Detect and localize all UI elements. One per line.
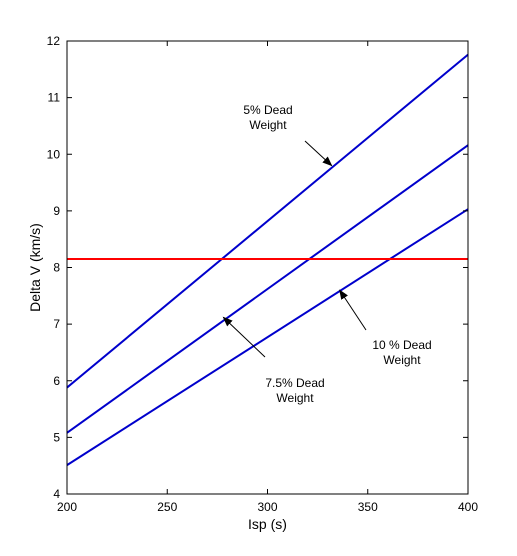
annotation-label: 10 % Dead	[372, 338, 431, 352]
x-tick-label: 300	[257, 500, 277, 514]
y-tick-label: 8	[53, 261, 60, 275]
plot-area	[67, 41, 468, 494]
y-tick-label: 5	[53, 430, 60, 444]
y-tick-label: 6	[53, 374, 60, 388]
annotation-arrow	[339, 289, 367, 331]
series-line-3	[66, 208, 469, 466]
y-tick-label: 9	[53, 204, 60, 218]
x-tick-label: 350	[358, 500, 378, 514]
annotation-label: Weight	[383, 353, 421, 367]
annotation-label: 5% Dead	[243, 103, 292, 117]
x-tick-label: 200	[57, 500, 77, 514]
y-tick-label: 12	[47, 34, 61, 48]
y-tick-label: 7	[53, 317, 60, 331]
ticks-group: 200 250 300 350 400 4 5 6 7 8 9 10 11 12	[47, 34, 479, 514]
y-tick-label: 11	[48, 91, 61, 105]
y-axis-label: Delta V (km/s)	[27, 223, 43, 312]
series-group	[66, 53, 469, 466]
x-tick-label: 400	[458, 500, 478, 514]
annotation-arrow	[222, 316, 266, 358]
x-axis-label: Isp (s)	[248, 516, 287, 532]
x-tick-label: 250	[157, 500, 177, 514]
y-tick-label: 10	[47, 147, 61, 161]
y-tick-label: 4	[53, 487, 60, 501]
series-line-1	[66, 53, 469, 389]
annotation-label: Weight	[249, 118, 287, 132]
annotation-arrow	[304, 140, 333, 167]
annotation-label: 7.5% Dead	[265, 376, 324, 390]
annotation-label: Weight	[276, 391, 314, 405]
series-line-2	[66, 144, 469, 434]
